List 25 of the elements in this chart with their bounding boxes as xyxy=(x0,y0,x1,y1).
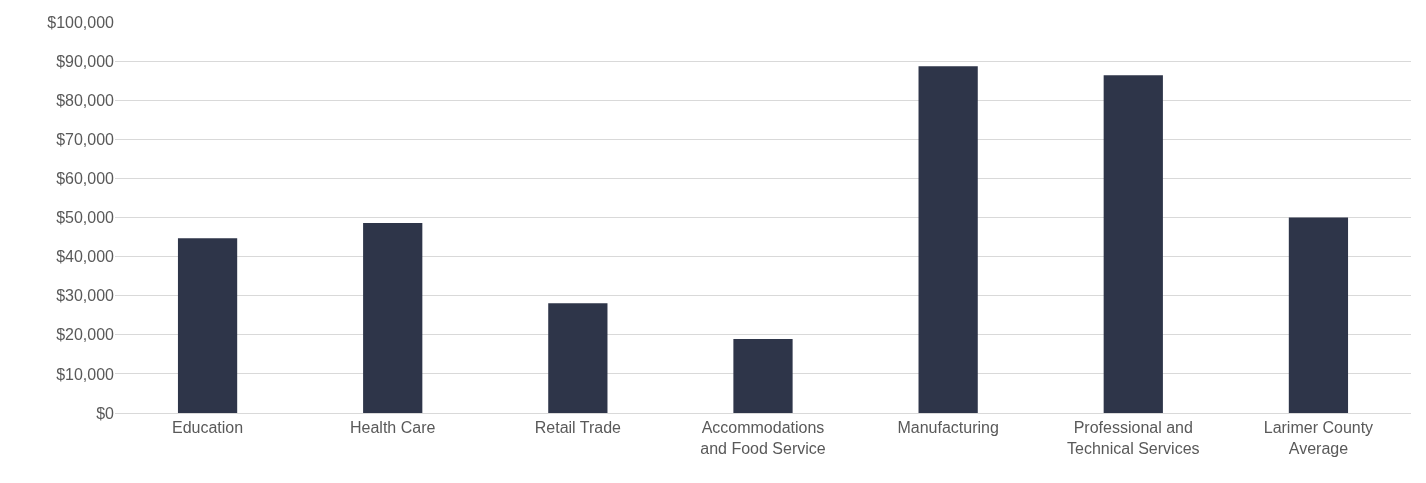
y-tick-label: $80,000 xyxy=(56,91,115,109)
bar xyxy=(1103,75,1163,413)
x-tick-label: Accommodations and Food Service xyxy=(700,419,826,457)
bar xyxy=(363,222,423,413)
bar xyxy=(918,66,978,413)
y-tick-label: $40,000 xyxy=(56,248,115,266)
bar xyxy=(177,238,238,413)
x-tick-label: Professional and Technical Services xyxy=(1067,419,1200,457)
x-tick-label: Retail Trade xyxy=(534,419,622,437)
x-tick-label: Manufacturing xyxy=(897,419,999,437)
bar xyxy=(548,303,608,413)
y-tick-label: $70,000 xyxy=(56,130,115,148)
y-tick-label: $50,000 xyxy=(56,209,115,227)
y-tick-label: $20,000 xyxy=(56,326,115,344)
bar xyxy=(733,339,793,413)
y-tick-label: $30,000 xyxy=(56,287,115,305)
y-tick-label: $90,000 xyxy=(56,52,115,70)
y-tick-label: $0 xyxy=(96,404,115,422)
bar xyxy=(1288,217,1349,413)
x-tick-label: Education xyxy=(171,419,244,437)
y-tick-label: $100,000 xyxy=(47,13,115,31)
x-tick-label: Larimer County Average xyxy=(1263,419,1374,457)
x-tick-label: Health Care xyxy=(350,419,436,437)
y-tick-label: $60,000 xyxy=(56,170,115,187)
y-tick-label: $10,000 xyxy=(56,365,115,383)
